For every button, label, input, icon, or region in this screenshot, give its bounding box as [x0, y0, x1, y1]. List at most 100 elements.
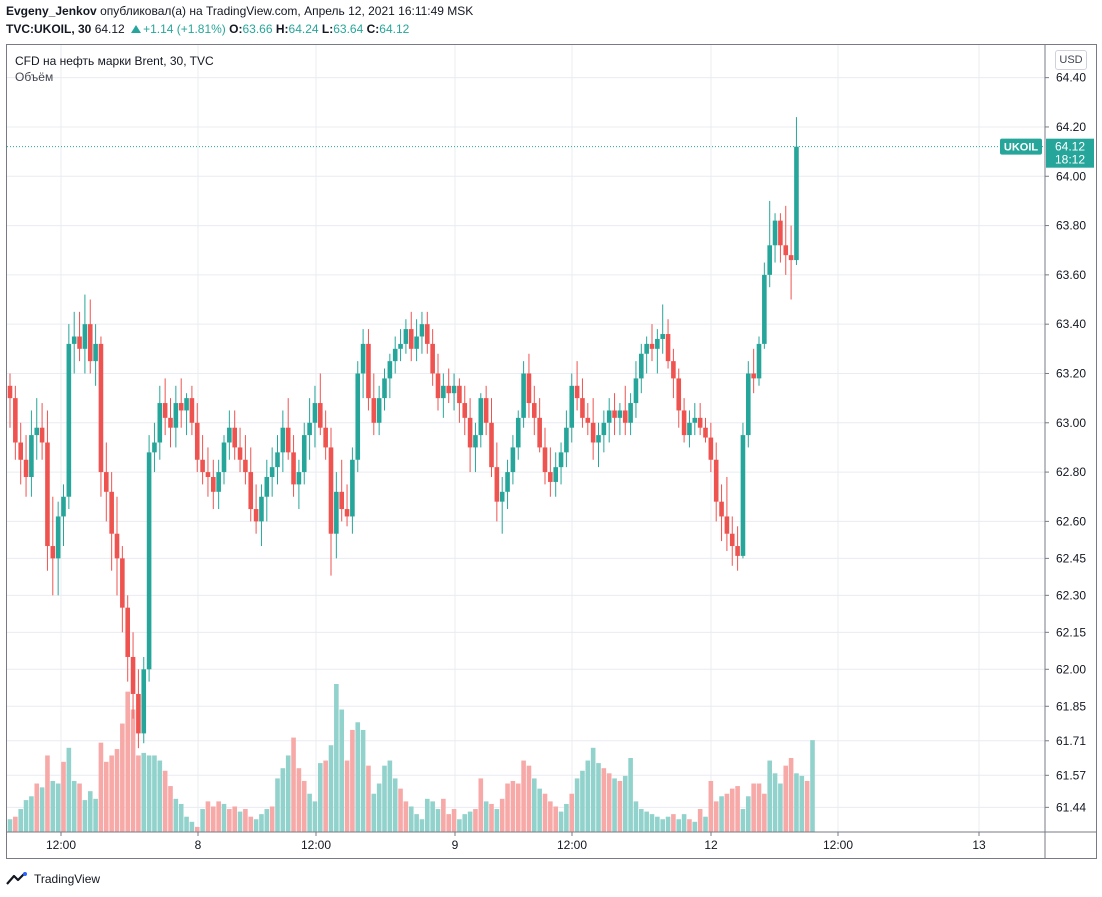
candle-body	[136, 693, 141, 734]
volume-bar	[633, 801, 639, 832]
candle-body	[441, 385, 446, 399]
candle-body	[339, 491, 344, 510]
low-value: 63.64	[333, 22, 364, 36]
candle-body	[71, 336, 77, 344]
volume-bar	[339, 709, 344, 832]
volume-bar	[371, 793, 377, 832]
candle-body	[344, 509, 350, 517]
author-name[interactable]: Evgeny_Jenkov	[6, 4, 97, 18]
volume-bar	[178, 803, 184, 832]
volume-bar	[526, 765, 532, 832]
volume-bar	[403, 801, 409, 832]
volume-bar	[360, 729, 366, 832]
time-tick-label: 9	[452, 838, 459, 852]
candle-body	[296, 472, 302, 485]
volume-bar	[478, 778, 484, 832]
candle-body	[446, 385, 451, 394]
high-label: H:	[275, 22, 289, 36]
volume-bar	[29, 796, 34, 832]
price-tag-bg	[1046, 138, 1094, 168]
volume-bar	[639, 809, 644, 832]
volume-bar	[328, 745, 334, 832]
volume-bar	[719, 796, 724, 832]
price-tick-label: 63.60	[1056, 268, 1086, 282]
candle-body	[200, 459, 205, 473]
price-tick-label: 62.80	[1056, 465, 1086, 479]
volume-bar	[408, 806, 414, 832]
tradingview-logo-icon	[6, 872, 27, 885]
candle-body	[665, 334, 671, 362]
candle-body	[61, 496, 66, 517]
candle-body	[403, 329, 409, 344]
candle-body	[120, 558, 125, 608]
candle-body	[655, 338, 660, 349]
candle-body	[548, 472, 553, 482]
volume-bar	[617, 780, 623, 832]
high-value: 64.24	[288, 22, 319, 36]
volume-bar	[120, 723, 125, 832]
footer-brand[interactable]: TradingView	[6, 869, 100, 889]
volume-bar	[414, 814, 419, 832]
volume-bar	[376, 783, 382, 832]
volume-bar	[473, 809, 478, 832]
candle-body	[639, 353, 644, 379]
volume-bars	[7, 684, 815, 832]
volume-bar	[810, 740, 815, 832]
candle-body	[227, 427, 232, 443]
price-tick-label: 62.30	[1056, 588, 1086, 602]
volume-bar	[649, 814, 655, 832]
volume-bar	[457, 819, 462, 832]
candle-body	[184, 398, 189, 411]
candle-body	[13, 398, 18, 443]
volume-bar	[350, 729, 355, 832]
chart-pane-border	[6, 44, 1097, 859]
candle-body	[671, 361, 676, 379]
volume-bar	[751, 783, 756, 832]
volume-bar	[146, 755, 152, 832]
volume-bar	[729, 788, 735, 832]
volume-bar	[109, 755, 114, 832]
candle-body	[617, 410, 623, 418]
time-axis[interactable]: 12:00 8 12:00 9 12:00 12 12:00 13	[7, 831, 1096, 852]
volume-bar	[612, 778, 617, 832]
candle-body	[719, 501, 724, 517]
volume-bar	[248, 816, 254, 832]
price-tick-label: 63.40	[1056, 317, 1086, 331]
series-legend[interactable]: CFD на нефть марки Brent, 30, TVC	[15, 54, 214, 68]
volume-legend[interactable]: Объём	[15, 70, 54, 84]
volume-bar	[548, 801, 553, 832]
currency-button[interactable]: USD	[1055, 50, 1087, 70]
candle-body	[323, 427, 328, 448]
candle-body	[205, 472, 211, 478]
candle-body	[585, 417, 591, 423]
volume-bar	[216, 801, 221, 832]
candle-body	[376, 398, 382, 423]
candle-body	[301, 435, 307, 473]
volume-bar	[45, 755, 50, 832]
candle-body	[713, 459, 719, 502]
volume-bar	[622, 775, 628, 832]
volume-bar	[451, 809, 457, 832]
volume-bar	[735, 786, 740, 832]
volume-bar	[671, 814, 676, 832]
candle-body	[355, 373, 361, 460]
candle-body	[708, 437, 714, 460]
up-arrow-icon	[131, 25, 142, 33]
candle-body	[526, 373, 532, 404]
candle-body	[425, 324, 430, 344]
price-axis[interactable]: 64.40 64.20 64.00 63.80 63.60 63.40 63.20 63.00…	[1044, 45, 1086, 858]
volume-bar	[569, 793, 575, 832]
volume-bar	[580, 770, 585, 832]
volume-bar	[521, 760, 526, 832]
candle-body	[125, 607, 130, 657]
volume-bar	[211, 806, 216, 832]
volume-bar	[505, 783, 510, 832]
volume-bar	[366, 765, 371, 832]
volume-bar	[655, 816, 660, 832]
candle-body	[606, 410, 612, 423]
volume-bar	[291, 737, 296, 832]
volume-bar	[237, 811, 243, 832]
volume-bar	[23, 800, 29, 832]
volume-bar	[746, 796, 751, 832]
